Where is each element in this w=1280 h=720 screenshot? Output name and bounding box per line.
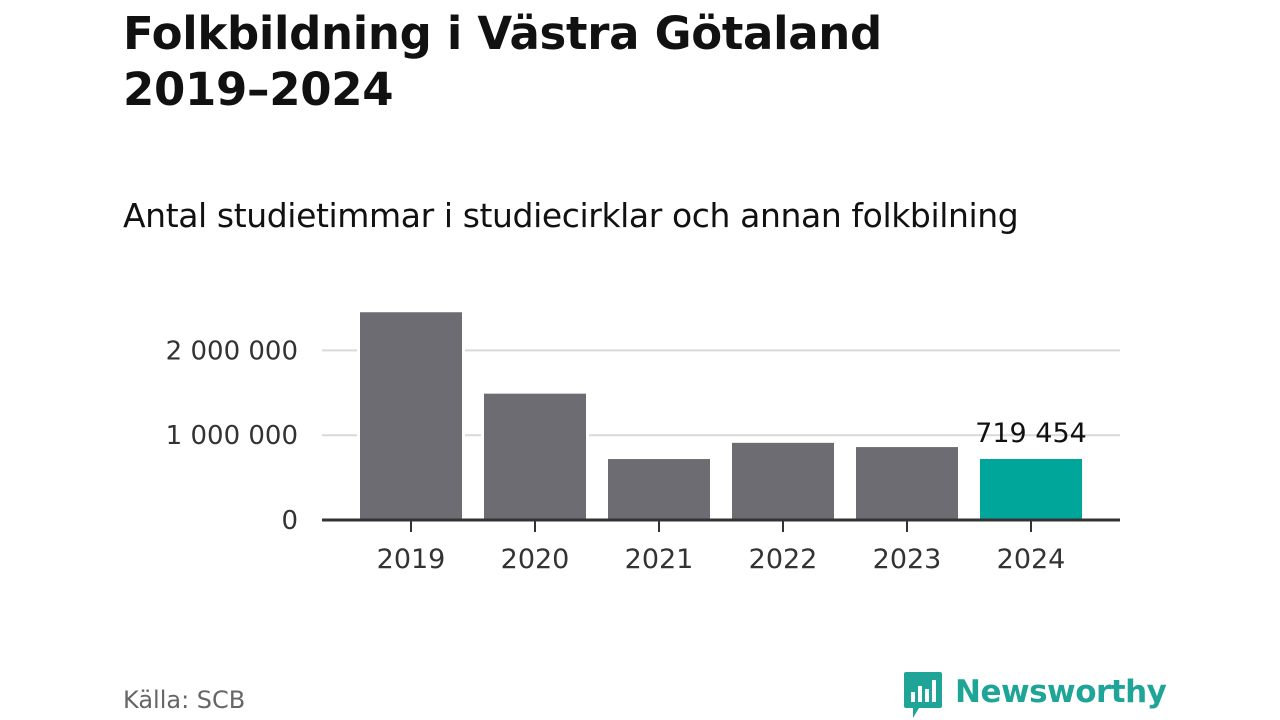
newsworthy-logo: Newsworthy (903, 670, 1167, 720)
x-tick-label: 2019 (377, 544, 446, 575)
bar (608, 459, 710, 520)
y-tick-label: 2 000 000 (166, 336, 298, 366)
data-label: 719 454 (975, 418, 1087, 449)
x-tick-label: 2023 (873, 544, 942, 575)
logo-text: Newsworthy (955, 674, 1167, 710)
y-tick-label: 0 (281, 506, 298, 536)
x-tick-label: 2021 (625, 544, 694, 575)
title-line-2: 2019–2024 (123, 63, 394, 116)
newsworthy-logo-icon (904, 672, 942, 718)
chart-subtitle: Antal studietimmar i studiecirklar och a… (123, 196, 1019, 235)
chart-title: Folkbildning i Västra Götaland 2019–2024 (123, 6, 1123, 118)
source-label: Källa: SCB (123, 686, 246, 714)
bar (732, 442, 834, 520)
x-tick-label: 2024 (997, 544, 1066, 575)
title-line-1: Folkbildning i Västra Götaland (123, 7, 882, 60)
bar-chart: 0 1 000 000 2 000 000 2019 2020 2021 2022 2023 2… (165, 312, 1120, 575)
bar (980, 458, 1082, 520)
bar (856, 447, 958, 520)
bar (360, 312, 462, 520)
y-tick-label: 1 000 000 (166, 421, 298, 451)
x-tick-label: 2022 (749, 544, 818, 575)
bar (484, 393, 586, 520)
x-tick-label: 2020 (501, 544, 570, 575)
